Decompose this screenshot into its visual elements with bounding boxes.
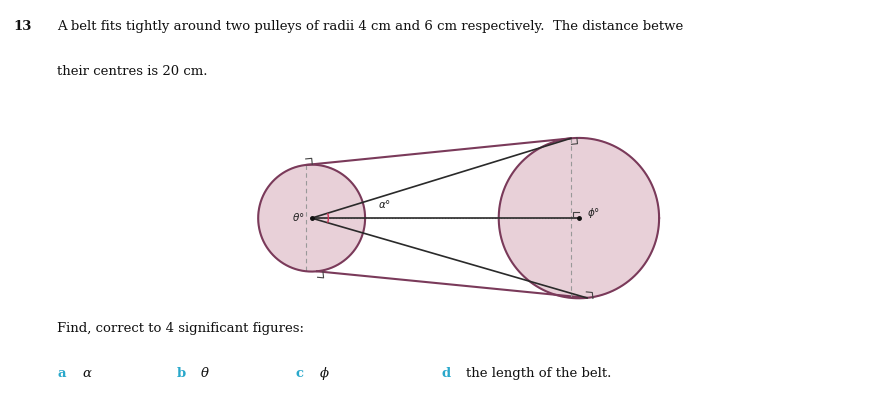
- Text: ϕ: ϕ: [320, 367, 329, 380]
- Text: $\phi°$: $\phi°$: [587, 206, 600, 220]
- Text: c: c: [295, 367, 303, 380]
- Text: Find, correct to 4 significant figures:: Find, correct to 4 significant figures:: [57, 322, 304, 335]
- Text: $\theta°$: $\theta°$: [292, 211, 305, 224]
- Text: $\alpha°$: $\alpha°$: [377, 199, 391, 211]
- Text: A belt fits tightly around two pulleys of radii 4 cm and 6 cm respectively.  The: A belt fits tightly around two pulleys o…: [57, 20, 684, 33]
- Polygon shape: [498, 138, 659, 298]
- Text: the length of the belt.: the length of the belt.: [466, 367, 611, 380]
- Text: 13: 13: [13, 20, 32, 33]
- Text: their centres is 20 cm.: their centres is 20 cm.: [57, 65, 208, 78]
- Text: a: a: [57, 367, 66, 380]
- Text: θ: θ: [201, 367, 209, 380]
- Text: α: α: [82, 367, 91, 380]
- Text: d: d: [441, 367, 450, 380]
- Text: b: b: [176, 367, 185, 380]
- Polygon shape: [258, 165, 365, 272]
